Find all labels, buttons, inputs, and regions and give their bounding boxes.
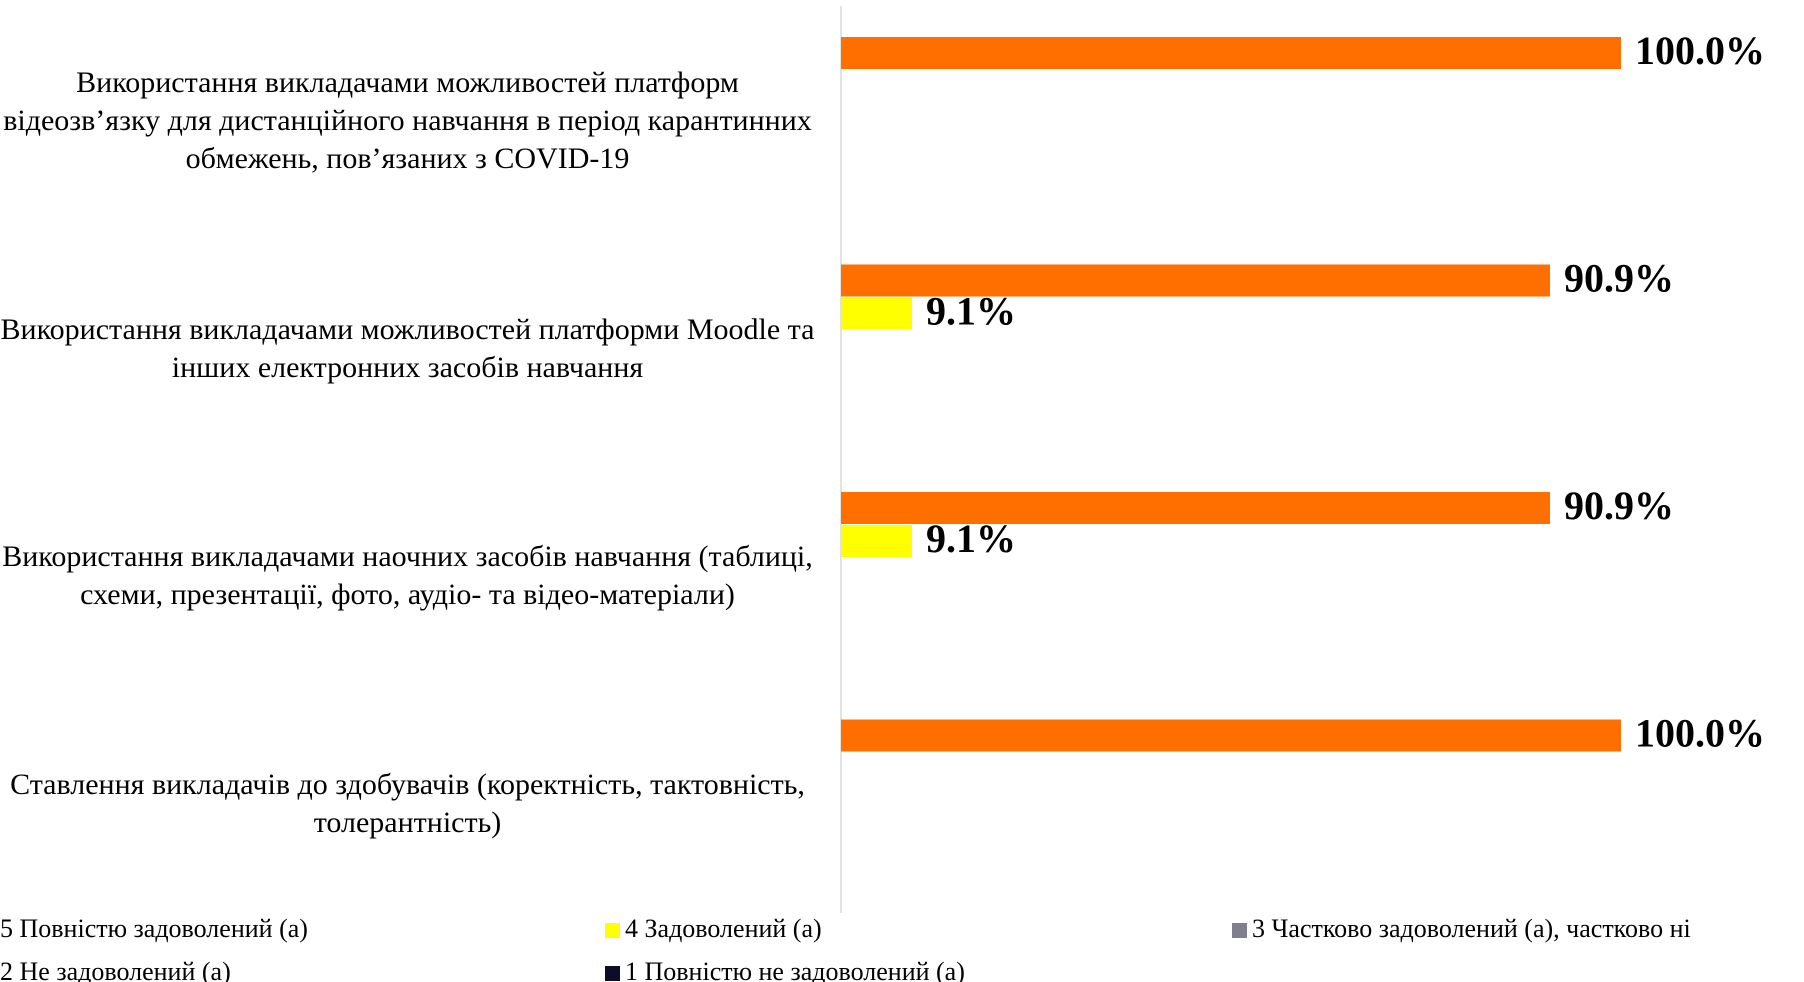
legend-label: 3 Частково задоволений (а), частково ні	[1252, 914, 1691, 943]
category-label: Використання викладачами можливостей пла…	[0, 312, 815, 384]
bar	[841, 492, 1551, 524]
legend-label: 1 Повністю не задоволений (а)	[625, 957, 965, 982]
bar	[841, 719, 1621, 752]
bar	[841, 525, 912, 557]
category-label: Ставлення викладачів до здобувачів (коре…	[10, 767, 805, 839]
data-label: 9.1%	[926, 516, 1016, 561]
data-label: 90.9%	[1564, 483, 1674, 528]
data-label: 90.9%	[1564, 256, 1674, 301]
legend-marker	[1232, 923, 1247, 938]
bar	[841, 264, 1551, 297]
legend-label: 5 Повністю задоволений (а)	[0, 914, 308, 943]
category-label: Використання викладачами можливостей пла…	[3, 66, 812, 175]
data-label: 100.0%	[1635, 711, 1765, 756]
legend-marker	[605, 923, 620, 938]
legend-label: 2 Не задоволений (а)	[0, 957, 231, 982]
data-label: 9.1%	[926, 289, 1016, 334]
bar	[841, 37, 1621, 69]
bar	[841, 297, 912, 330]
category-label: Використання викладачами наочних засобів…	[2, 540, 813, 611]
legend-marker	[605, 966, 620, 981]
data-label: 100.0%	[1635, 28, 1765, 73]
legend-label: 4 Задоволений (а)	[625, 914, 822, 943]
